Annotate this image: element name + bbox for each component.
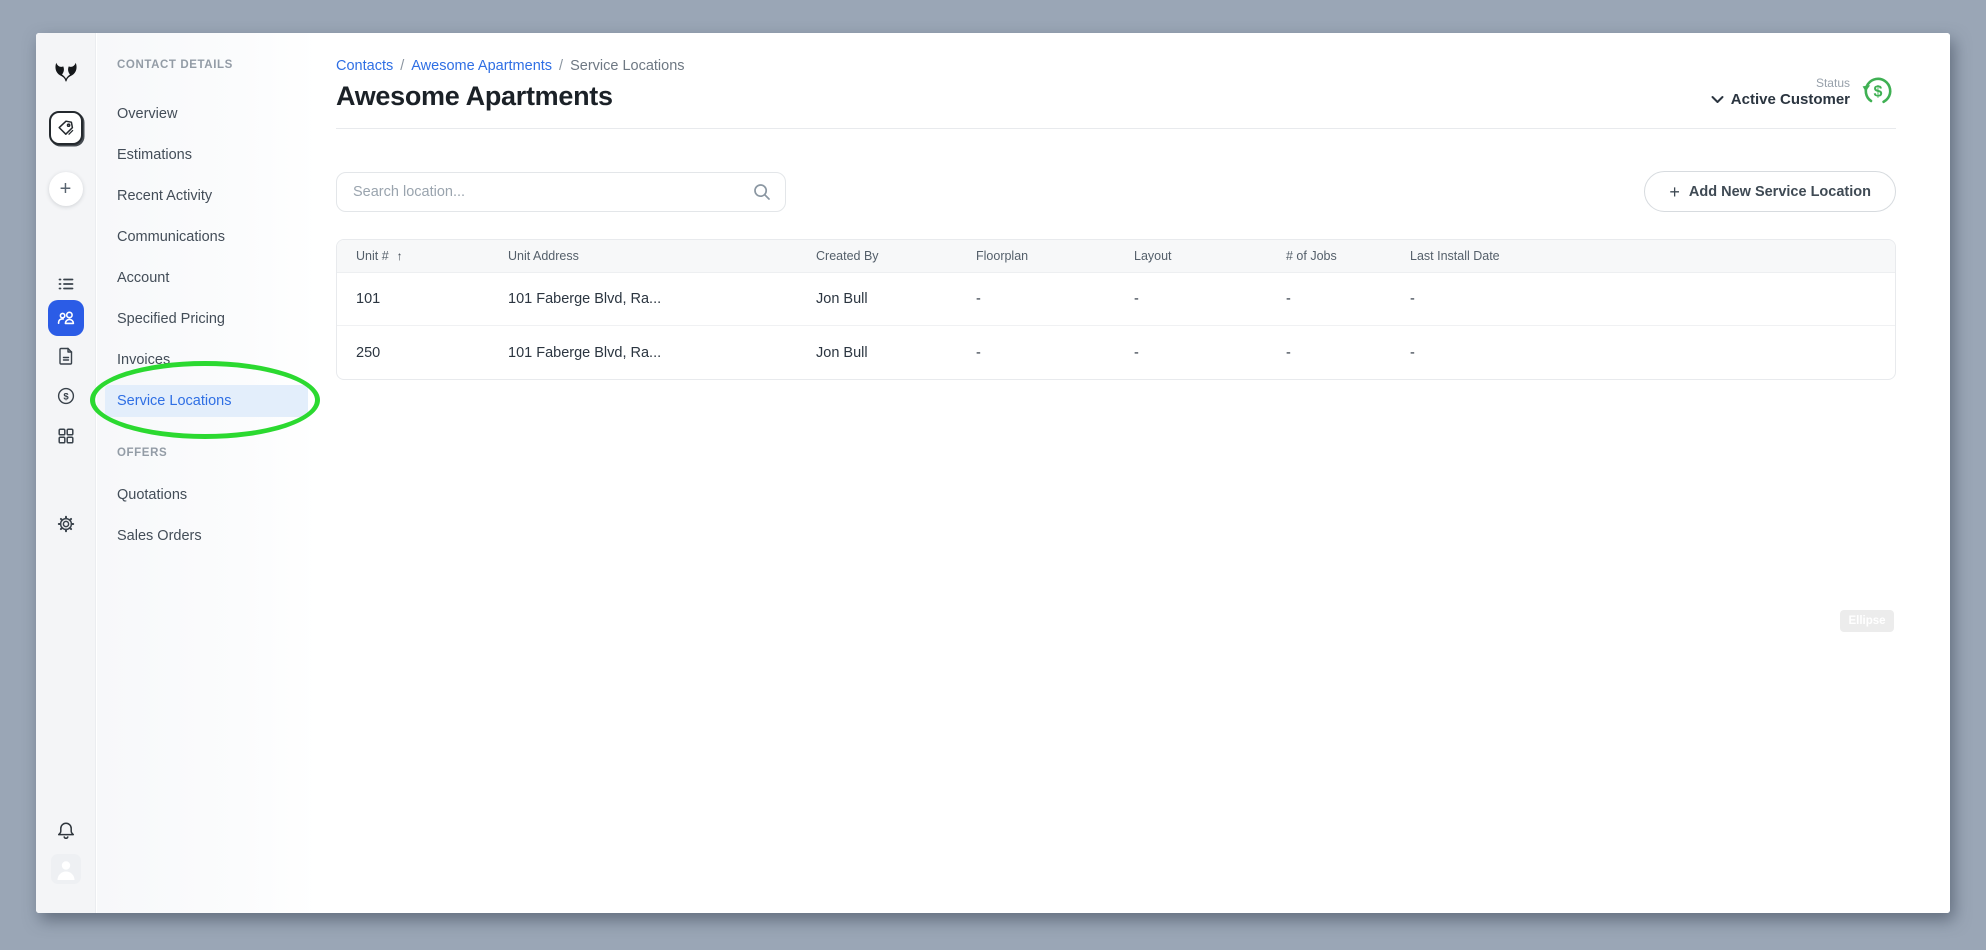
- column-header-created-by[interactable]: Created By: [816, 249, 879, 263]
- bell-icon[interactable]: [54, 819, 78, 843]
- cell-floorplan: -: [976, 344, 981, 361]
- people-icon: [57, 311, 74, 325]
- status-label: Status: [1815, 75, 1850, 90]
- status-block: Status Active Customer $: [1711, 73, 1896, 109]
- cell-created-by: Jon Bull: [816, 344, 868, 361]
- column-header-last-install-date[interactable]: Last Install Date: [1410, 249, 1500, 263]
- add-new-service-location-button[interactable]: + Add New Service Location: [1644, 171, 1896, 212]
- svg-text:$: $: [1874, 84, 1883, 101]
- sidebar-item-sales-orders[interactable]: Sales Orders: [117, 528, 202, 544]
- breadcrumb: Contacts / Awesome Apartments / Service …: [336, 57, 1896, 75]
- status-dropdown[interactable]: Active Customer: [1711, 91, 1850, 108]
- status-value: Active Customer: [1730, 90, 1850, 108]
- search-input[interactable]: [336, 171, 786, 212]
- breadcrumb-service-locations: Service Locations: [570, 58, 685, 74]
- cell-unit-address: 101 Faberge Blvd, Ra...: [508, 344, 662, 361]
- sidebar-item-specified-pricing[interactable]: Specified Pricing: [117, 310, 225, 327]
- add-new-button[interactable]: +: [48, 172, 83, 206]
- section-contact-details: CONTACT DETAILS: [117, 59, 233, 71]
- table-row[interactable]: 101 101 Faberge Blvd, Ra... Jon Bull - -…: [337, 273, 1895, 326]
- dollar-coin-icon[interactable]: $: [55, 385, 77, 407]
- breadcrumb-separator: /: [559, 58, 564, 74]
- breadcrumb-separator: /: [400, 58, 405, 74]
- add-button-label: Add New Service Location: [1688, 183, 1871, 200]
- cell-floorplan: -: [976, 291, 981, 307]
- page-title: Awesome Apartments: [336, 81, 613, 111]
- cell-unit-address: 101 Faberge Blvd, Ra...: [508, 291, 662, 307]
- sort-ascending-icon: ↑: [396, 249, 403, 263]
- column-header-floorplan[interactable]: Floorplan: [976, 249, 1029, 263]
- recurring-dollar-icon: $: [1862, 77, 1892, 105]
- document-icon[interactable]: [55, 345, 77, 367]
- sidebar-item-communications[interactable]: Communications: [117, 228, 225, 245]
- cell-last-install-date: -: [1410, 291, 1415, 307]
- price-tag-icon: [57, 120, 73, 136]
- app-window: +: [36, 33, 1950, 913]
- service-locations-table: Unit # ↑ Unit Address Created By Floorpl…: [336, 239, 1896, 380]
- column-header-unit-number[interactable]: Unit # ↑: [356, 249, 403, 263]
- grid-icon[interactable]: [55, 425, 77, 447]
- avatar[interactable]: [50, 854, 81, 884]
- sidebar-item-contacts-active[interactable]: [47, 300, 84, 336]
- sidebar-item-recent-activity[interactable]: Recent Activity: [117, 187, 213, 204]
- cell-unit-number: 101: [356, 291, 381, 307]
- gear-icon[interactable]: [54, 512, 78, 536]
- cell-last-install-date: -: [1410, 344, 1415, 361]
- offers-list: Quotations Sales Orders: [97, 475, 318, 557]
- chevron-down-icon: [1711, 95, 1724, 103]
- sidebar-item-quotations[interactable]: Quotations: [117, 487, 188, 503]
- plus-icon: +: [59, 178, 72, 200]
- sidebar-item-overview[interactable]: Overview: [117, 105, 178, 122]
- column-header-layout[interactable]: Layout: [1134, 249, 1172, 263]
- sidebar-item-invoices[interactable]: Invoices: [117, 351, 171, 368]
- cell-jobs: -: [1286, 344, 1291, 361]
- contact-details-list: Overview Estimations Recent Activity Com…: [97, 93, 318, 417]
- table-header-row: Unit # ↑ Unit Address Created By Floorpl…: [337, 240, 1895, 273]
- contact-sidebar: CONTACT DETAILS Overview Estimations Rec…: [97, 33, 318, 913]
- section-offers: OFFERS: [117, 446, 168, 459]
- tag-button[interactable]: [48, 111, 83, 145]
- cell-jobs: -: [1286, 291, 1291, 307]
- icon-rail: +: [36, 33, 96, 913]
- cell-unit-number: 250: [356, 344, 381, 361]
- list-icon[interactable]: [54, 272, 78, 296]
- sidebar-item-service-locations[interactable]: Service Locations: [105, 384, 308, 417]
- table-row[interactable]: 250 101 Faberge Blvd, Ra... Jon Bull - -…: [337, 326, 1895, 379]
- column-header-jobs[interactable]: # of Jobs: [1286, 249, 1337, 263]
- breadcrumb-contacts[interactable]: Contacts: [336, 58, 394, 74]
- plus-icon: +: [1669, 181, 1680, 202]
- cell-layout: -: [1134, 291, 1139, 307]
- main-content: Contacts / Awesome Apartments / Service …: [318, 33, 1950, 913]
- breadcrumb-awesome-apartments[interactable]: Awesome Apartments: [411, 58, 553, 74]
- column-header-unit-address[interactable]: Unit Address: [508, 249, 579, 263]
- toolbar: + Add New Service Location: [336, 171, 1896, 212]
- sidebar-item-account[interactable]: Account: [117, 269, 170, 286]
- app-logo-bull-horns-icon[interactable]: [51, 60, 81, 88]
- cell-layout: -: [1134, 344, 1139, 361]
- sidebar-item-estimations[interactable]: Estimations: [117, 146, 192, 163]
- header-divider: [336, 128, 1896, 129]
- ellipse-tool-badge: Ellipse: [1840, 610, 1894, 632]
- svg-text:$: $: [63, 391, 69, 402]
- cell-created-by: Jon Bull: [816, 291, 868, 307]
- search-icon[interactable]: [752, 182, 772, 202]
